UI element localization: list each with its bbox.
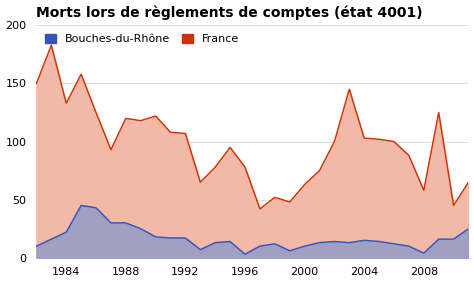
Legend: Bouches-du-Rhône, France: Bouches-du-Rhône, France [42,31,242,48]
Text: Morts lors de règlements de comptes (état 4001): Morts lors de règlements de comptes (éta… [36,6,423,20]
